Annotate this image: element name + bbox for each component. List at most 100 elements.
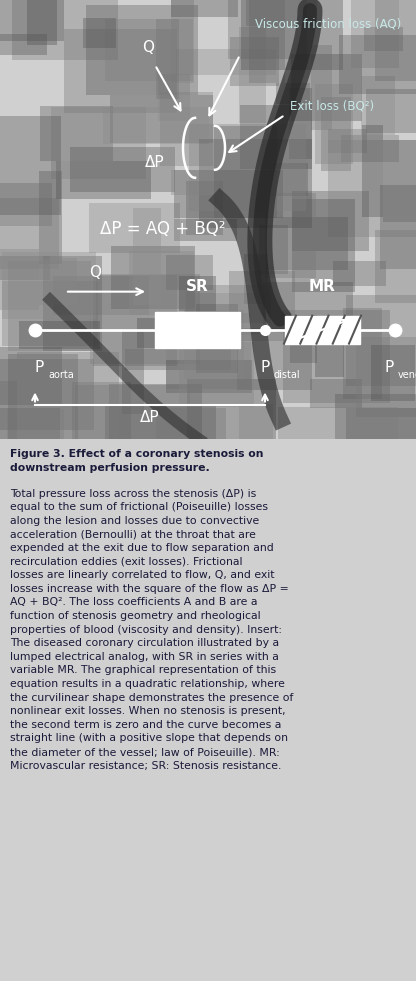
Bar (364, 27, 403, 51)
Text: P: P (35, 360, 44, 375)
Bar (7, 354, 78, 439)
Text: venous: venous (398, 370, 416, 380)
Bar (43, 256, 102, 351)
Bar (189, 124, 306, 211)
Bar (171, 0, 238, 18)
Bar (285, 316, 360, 343)
Text: MR: MR (309, 279, 336, 293)
Bar (166, 360, 252, 393)
Bar (384, 140, 416, 223)
Text: distal: distal (273, 370, 300, 380)
Bar (176, 49, 276, 75)
Bar (105, 20, 193, 80)
Bar (75, 385, 191, 450)
Bar (0, 0, 64, 41)
Bar (328, 129, 367, 153)
Bar (278, 407, 398, 472)
Bar (237, 328, 312, 390)
Bar (0, 198, 59, 269)
Bar (263, 282, 353, 331)
Text: P: P (260, 360, 269, 375)
Bar (178, 276, 216, 311)
Bar (94, 276, 177, 366)
Bar (347, 295, 416, 387)
Bar (0, 183, 52, 226)
Bar (174, 219, 237, 240)
Bar (366, 88, 416, 132)
Bar (39, 258, 77, 305)
Bar (174, 170, 283, 218)
Bar (56, 161, 151, 199)
Bar (380, 185, 416, 269)
Text: Q: Q (89, 265, 101, 280)
Bar (347, 408, 416, 458)
Bar (121, 329, 144, 414)
Text: Q: Q (142, 40, 154, 55)
Bar (198, 139, 312, 229)
Bar (40, 107, 113, 161)
Bar (371, 345, 416, 401)
Bar (240, 27, 266, 123)
Bar (356, 337, 416, 417)
Bar (84, 19, 116, 48)
Bar (105, 404, 216, 440)
Bar (376, 230, 416, 303)
Bar (335, 394, 416, 444)
Bar (0, 347, 62, 405)
Bar (249, 0, 285, 82)
Bar (110, 95, 213, 143)
Bar (259, 225, 288, 275)
Bar (111, 246, 195, 309)
Bar (351, 0, 399, 68)
Bar (276, 83, 310, 104)
Bar (311, 45, 332, 129)
Bar (70, 146, 175, 192)
Bar (186, 285, 271, 323)
Text: Viscous friction loss (AQ): Viscous friction loss (AQ) (255, 18, 401, 31)
Bar (0, 359, 94, 430)
Bar (0, 256, 50, 280)
Bar (0, 116, 62, 215)
Bar (186, 181, 223, 235)
Bar (64, 28, 177, 113)
Bar (8, 261, 91, 351)
Bar (179, 342, 254, 407)
Bar (12, 0, 118, 60)
Bar (0, 408, 60, 444)
Bar (0, 381, 17, 472)
Text: ΔP: ΔP (145, 155, 165, 170)
Bar (375, 0, 416, 81)
Bar (244, 254, 268, 304)
Bar (291, 54, 362, 122)
Bar (89, 203, 180, 252)
Text: Total pressure loss across the stenosis (ΔP) is
equal to the sum of frictional (: Total pressure loss across the stenosis … (10, 489, 293, 771)
Bar (2, 281, 98, 346)
Text: Figure 3. Effect of a coronary stenosis on
downstream perfusion pressure.: Figure 3. Effect of a coronary stenosis … (10, 449, 263, 473)
Bar (0, 34, 47, 55)
Bar (52, 276, 149, 315)
Bar (166, 255, 213, 290)
Bar (328, 139, 416, 236)
Bar (129, 251, 194, 315)
Bar (156, 19, 179, 99)
Bar (125, 349, 231, 370)
Bar (240, 105, 312, 169)
Text: Exit loss (BQ²): Exit loss (BQ²) (290, 100, 374, 113)
Bar (289, 87, 312, 159)
Bar (166, 313, 251, 388)
Bar (72, 382, 131, 473)
Bar (160, 92, 213, 166)
Bar (292, 191, 369, 250)
Bar (196, 303, 238, 374)
Bar (246, 0, 317, 26)
Bar (86, 5, 198, 95)
Bar (229, 271, 295, 340)
Bar (342, 134, 399, 162)
Bar (339, 35, 416, 94)
Bar (155, 312, 240, 347)
Bar (361, 76, 395, 134)
Text: aorta: aorta (48, 370, 74, 380)
Bar (90, 274, 200, 365)
Bar (27, 0, 57, 45)
Bar (186, 293, 272, 336)
